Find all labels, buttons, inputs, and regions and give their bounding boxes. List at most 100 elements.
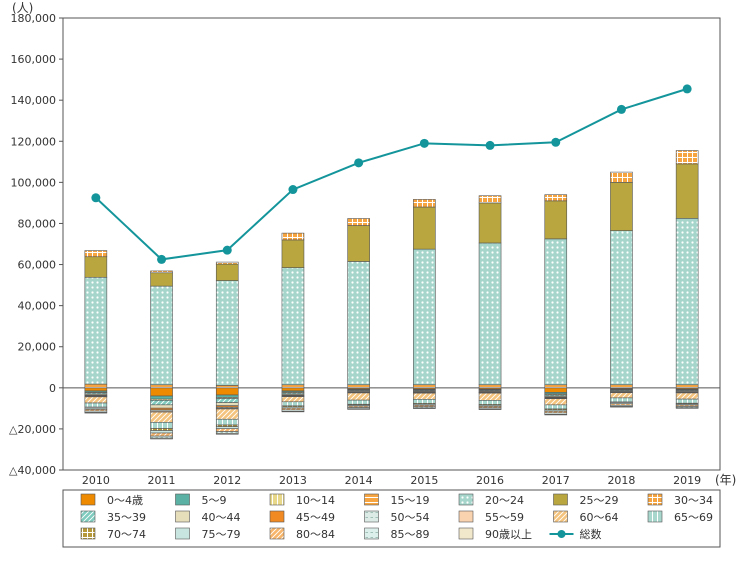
bar-segment [282,388,304,391]
bar-segment [676,385,698,388]
legend-label: 15～19 [391,494,430,507]
bar-segment [216,385,238,387]
bar-segment [545,195,567,201]
y-tick-label: △20,000 [9,423,56,436]
legend-swatch [554,511,568,522]
legend-swatch [176,511,190,522]
legend-label: 90歳以上 [485,528,532,541]
y-tick-label: △40,000 [9,464,56,477]
line-point [617,105,626,114]
bar-segment [216,262,238,264]
bar-segment [85,412,107,413]
bar-segment [282,385,304,388]
legend-label: 45～49 [296,511,335,524]
bar-segment [545,201,567,239]
legend-label: 85～89 [391,528,430,541]
legend-label: 75～79 [202,528,241,541]
y-tick-label: 140,000 [11,94,57,107]
legend-swatch [270,511,284,522]
bar-segment [151,436,173,438]
bar-segment [479,243,501,385]
bar-segment [216,427,238,429]
legend-swatch [270,528,284,539]
bar-segment [413,249,435,385]
bar-segment [676,218,698,384]
legend-label: 20～24 [485,494,524,507]
x-tick-label: 2016 [476,474,504,487]
bar-segment [479,385,501,388]
line-point [91,193,100,202]
bar-segment [85,388,107,391]
legend-label: 0～4歳 [107,494,143,507]
bar-segment [348,385,370,388]
y-tick-label: 100,000 [11,176,57,189]
bar-segment [85,251,107,257]
x-unit-label: (年) [715,473,736,487]
x-tick-label: 2018 [607,474,635,487]
y-unit-label: (人) [12,1,33,15]
bar-segment [151,412,173,422]
legend-swatch [270,494,284,505]
x-tick-label: 2012 [213,474,241,487]
y-tick-label: 80,000 [18,217,57,230]
y-tick-label: 40,000 [18,300,57,313]
y-tick-label: 160,000 [11,53,57,66]
bar-segment [216,264,238,280]
bar-segment [282,268,304,385]
bar-segment [151,388,173,396]
line-point [420,139,429,148]
legend-swatch [81,511,95,522]
y-tick-label: 20,000 [18,341,57,354]
bar-segment [216,429,238,432]
legend-label: 80～84 [296,528,335,541]
bar-segment [85,277,107,384]
x-tick-label: 2015 [410,474,438,487]
bar-segment [413,207,435,249]
legend-label: 40～44 [202,511,241,524]
legend-label: 25～29 [580,494,619,507]
line-point [223,246,232,255]
legend-label: 30～34 [674,494,713,507]
bar-segment [545,399,567,405]
bar-segment [151,400,173,405]
bar-segment [479,393,501,400]
legend-label: 5～9 [202,494,227,507]
bar-segment [282,411,304,412]
bar-segment [151,405,173,408]
bar-segment [348,261,370,384]
legend-label: 55～59 [485,511,524,524]
y-tick-label: 120,000 [11,135,57,148]
bar-segment [216,395,238,397]
legend-swatch [81,494,95,505]
bar-segment [216,403,238,406]
line-point [683,84,692,93]
line-point [157,255,166,264]
bar-segment [479,203,501,243]
bar-segment [413,385,435,388]
bar-segment [413,408,435,409]
bar-segment [545,385,567,388]
bar-segment [610,231,632,385]
bar-segment [348,226,370,262]
legend-label: 60～64 [580,511,619,524]
legend-swatch [365,494,379,505]
bar-segment [216,399,238,403]
bar-segment [545,239,567,385]
bar-segment [479,409,501,410]
bar-segment [413,399,435,403]
bar-segment [348,400,370,404]
line-point [486,141,495,150]
x-tick-label: 2014 [345,474,373,487]
legend-label: 10～14 [296,494,335,507]
legend-label: 35～39 [107,511,146,524]
bar-segment [282,402,304,406]
bar-segment [479,400,501,404]
bar-segment [610,398,632,402]
bar-segment [85,403,107,407]
bar-segment [610,385,632,388]
bar-segment [610,172,632,182]
bar-segment [676,399,698,403]
bar-segment [676,408,698,409]
legend-swatch [459,511,473,522]
